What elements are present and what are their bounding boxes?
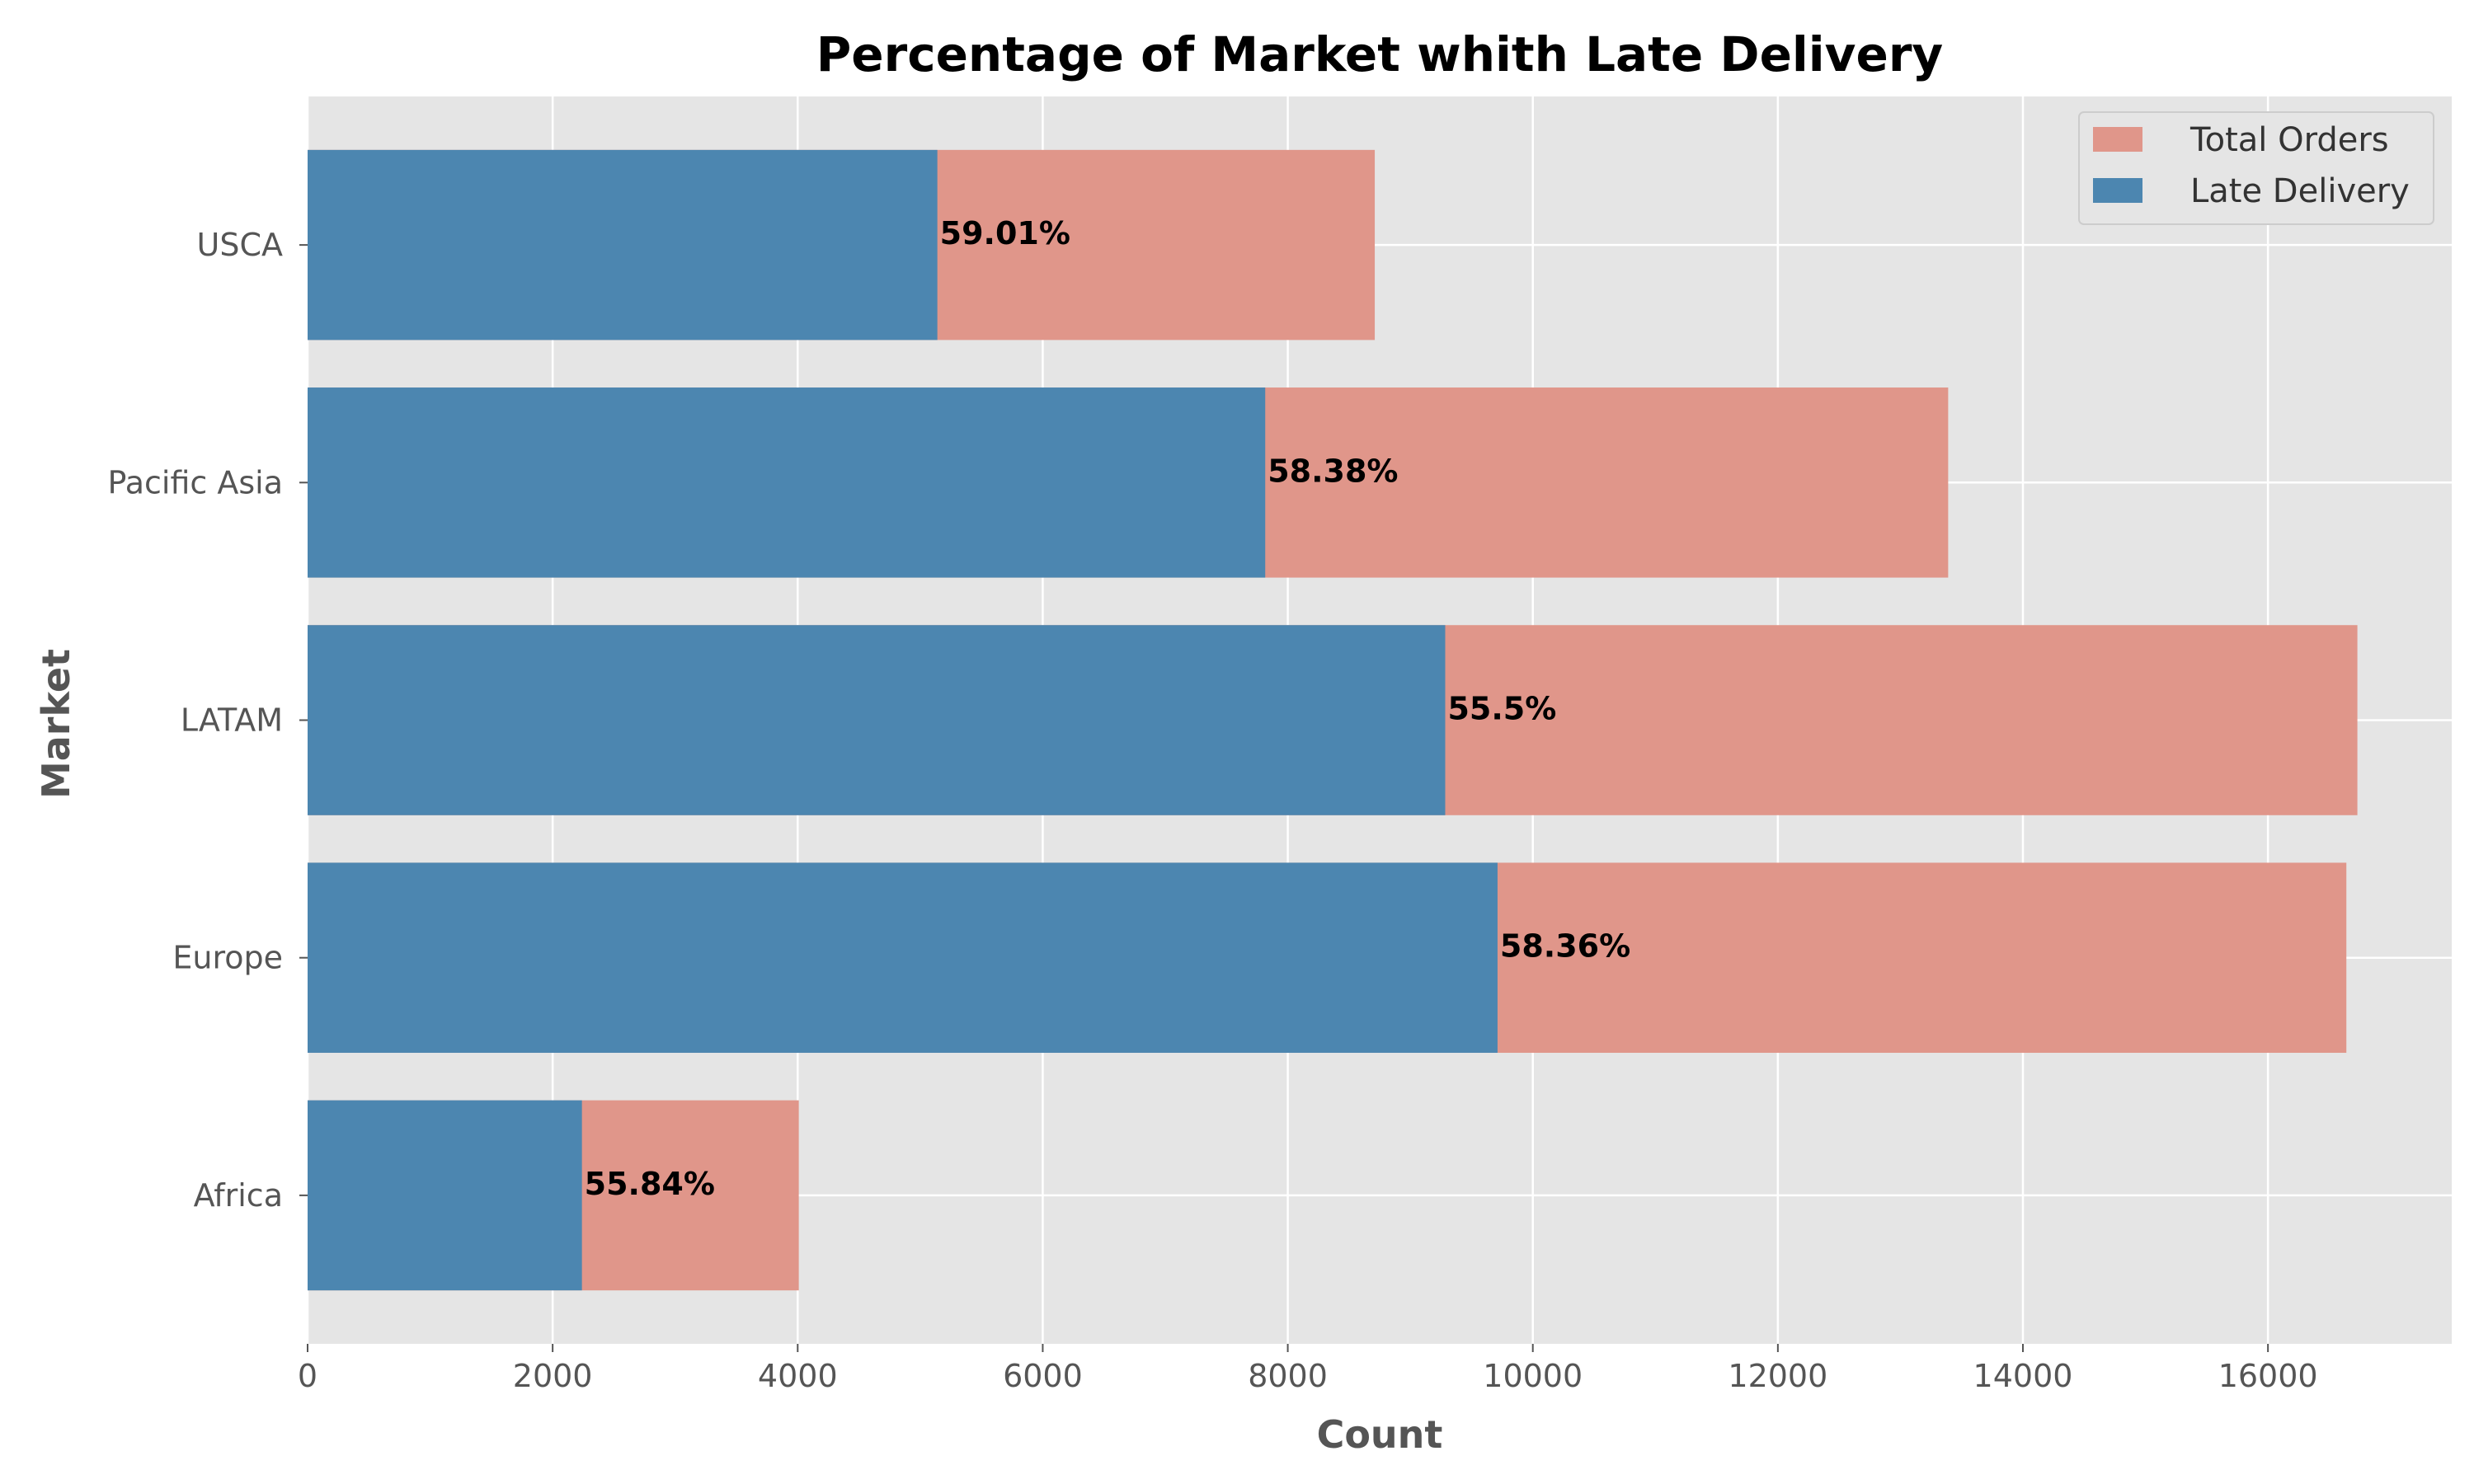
- x-tick-label: 16000: [2218, 1358, 2318, 1394]
- y-tick-label: Pacific Asia: [108, 464, 284, 500]
- x-tick-label: 14000: [1973, 1358, 2073, 1394]
- x-tick-label: 8000: [1248, 1358, 1328, 1394]
- legend-swatch-total-orders: [2093, 127, 2142, 152]
- data-label: 59.01%: [940, 215, 1070, 251]
- x-tick-label: 2000: [513, 1358, 593, 1394]
- data-label: 55.5%: [1447, 691, 1556, 727]
- x-tick-label: 4000: [758, 1358, 838, 1394]
- legend-frame: [2078, 111, 2434, 225]
- x-tick-label: 12000: [1728, 1358, 1827, 1394]
- x-tick-label: 0: [298, 1358, 317, 1394]
- late-delivery-bar: [308, 862, 1498, 1053]
- x-tick-label: 10000: [1483, 1358, 1583, 1394]
- late-delivery-bars: [308, 149, 1498, 1291]
- y-tick-label: Africa: [194, 1177, 283, 1214]
- late-delivery-bar: [308, 625, 1446, 815]
- late-delivery-bar: [308, 387, 1266, 578]
- legend-swatch-late-delivery: [2093, 178, 2142, 203]
- late-delivery-bar: [308, 149, 938, 340]
- y-tick-label: LATAM: [181, 702, 283, 739]
- x-tick-label: 6000: [1003, 1358, 1083, 1394]
- data-label: 55.84%: [585, 1166, 715, 1202]
- data-label: 58.36%: [1500, 928, 1630, 965]
- data-label: 58.38%: [1268, 453, 1398, 489]
- late-delivery-bar: [308, 1100, 582, 1291]
- legend-label-late-delivery: Late Delivery: [2190, 172, 2410, 210]
- y-axis-label: Market: [34, 649, 78, 799]
- x-axis-label: Count: [1317, 1412, 1443, 1457]
- y-tick-label: Europe: [172, 940, 283, 976]
- y-tick-label: USCA: [197, 227, 283, 263]
- legend: Total Orders Late Delivery: [2078, 111, 2434, 225]
- chart-title: Percentage of Market whith Late Delivery: [816, 26, 1943, 82]
- y-axis-ticks: Africa Europe LATAM Pacific Asia USCA: [108, 227, 308, 1214]
- legend-label-total-orders: Total Orders: [2189, 121, 2389, 159]
- x-axis-ticks: 0 2000 4000 6000 8000 10000 12000 14000 16000: [298, 1344, 2318, 1394]
- data-labels: 55.84% 58.36% 55.5% 58.38% 59.01%: [585, 215, 1631, 1202]
